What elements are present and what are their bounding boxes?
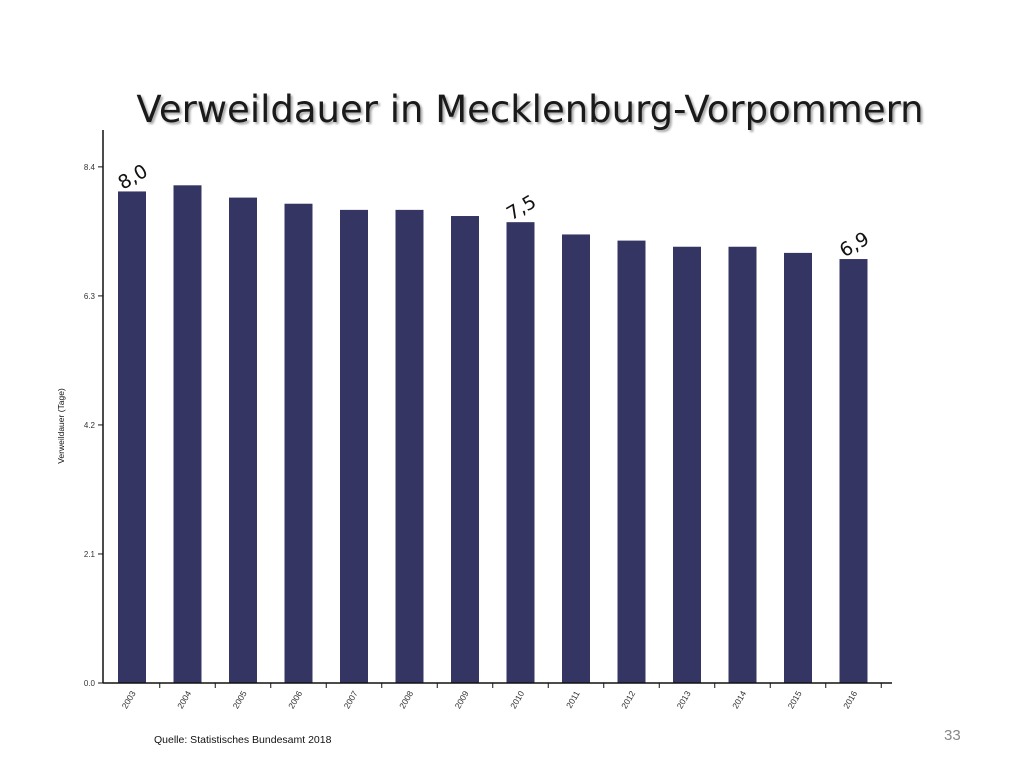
- bar-2009: [451, 216, 479, 683]
- bar-2007: [340, 209, 368, 683]
- x-tick-label: 2010: [508, 689, 526, 711]
- bar-2011: [562, 234, 590, 683]
- data-label-2003: 8,0: [114, 160, 151, 194]
- x-tick-label: 2005: [231, 689, 249, 711]
- x-tick-label: 2015: [786, 689, 804, 711]
- bar-2016: [839, 259, 868, 683]
- x-tick-label: 2004: [175, 689, 193, 711]
- bar-2013: [673, 246, 701, 683]
- x-tick-label: 2006: [286, 689, 304, 711]
- bars-group: [118, 185, 868, 684]
- x-tick-label: 2007: [342, 689, 360, 711]
- data-label-2010: 7,5: [503, 191, 540, 225]
- bar-2005: [229, 197, 257, 684]
- y-axis-title: Verweildauer (Tage): [56, 388, 66, 464]
- x-tick-label: 2012: [619, 689, 637, 711]
- x-tick-label: 2011: [564, 689, 582, 710]
- y-tick-label: 8.4: [84, 163, 96, 172]
- bar-2014: [728, 246, 757, 683]
- bar-2006: [284, 203, 313, 683]
- bar-2012: [617, 240, 646, 683]
- chart-title: Verweildauer in Mecklenburg-Vorpommern: [136, 88, 924, 131]
- y-tick-label: 0.0: [84, 679, 96, 688]
- data-label-2016: 6,9: [836, 228, 873, 262]
- x-tick-label: 2008: [397, 689, 415, 711]
- x-tick-label: 2003: [120, 689, 138, 711]
- x-tick-label: 2013: [675, 689, 693, 711]
- y-tick-label: 6.3: [84, 292, 96, 301]
- bar-2003: [118, 191, 146, 683]
- x-tick-label: 2009: [453, 689, 471, 711]
- annotations-group: 8,0 7,5 6,9: [114, 160, 873, 262]
- page-number: 33: [944, 727, 961, 744]
- bar-2004: [173, 185, 202, 684]
- x-tick-label: 2014: [730, 689, 748, 711]
- y-tick-label: 2.1: [84, 550, 96, 559]
- bar-2015: [784, 252, 812, 683]
- y-tick-label: 4.2: [84, 421, 96, 430]
- bar-2008: [395, 209, 424, 683]
- y-axis-ticks: 0.0 2.1 4.2 6.3 8.4: [84, 163, 103, 688]
- x-tick-label: 2016: [841, 689, 859, 711]
- source-note: Quelle: Statistisches Bundesamt 2018: [154, 734, 332, 746]
- bar-2010: [506, 222, 535, 683]
- x-axis-labels: 2003 2004 2005 2006 2007 2008 2009 2010 2011 2012…: [120, 683, 882, 710]
